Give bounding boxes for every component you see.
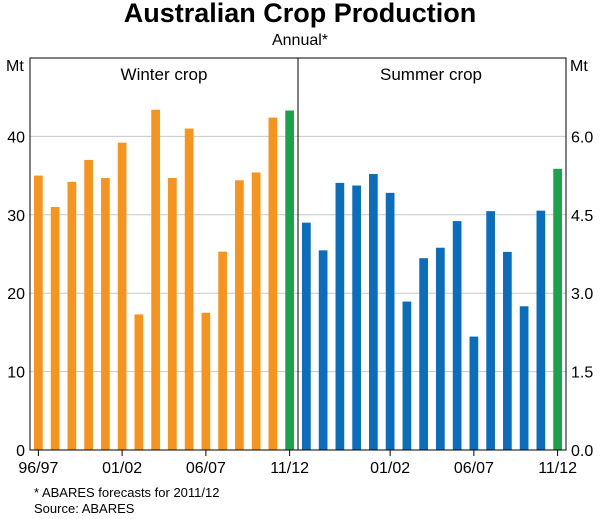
summer-bar-2007/08	[486, 211, 495, 450]
x-tick-label: 01/02	[102, 460, 142, 477]
right-tick-label: 3.0	[571, 286, 593, 303]
left-tick-label: 30	[7, 208, 25, 225]
x-tick-label: 06/07	[186, 460, 226, 477]
footnote-forecast: * ABARES forecasts for 2011/12	[34, 485, 220, 500]
summer-bar-1998/99	[335, 182, 345, 450]
left-tick-label: 10	[7, 365, 25, 382]
right-tick-label: 1.5	[571, 365, 593, 382]
winter-bar-1997/98	[50, 206, 60, 450]
winter-bar-2002/03	[134, 314, 144, 450]
summer-bar-2000/01	[369, 174, 378, 451]
x-tick-label: 11/12	[270, 460, 309, 477]
summer-bar-1996/97	[302, 222, 311, 450]
x-tick-label: 11/12	[538, 460, 577, 477]
right-axis-unit: Mt	[570, 58, 588, 75]
right-tick-label: 6.0	[571, 129, 593, 146]
winter-bar-1996/97	[34, 175, 43, 450]
x-tick-label: 06/07	[454, 460, 494, 477]
right-tick-label: 0.0	[571, 443, 593, 460]
winter-bar-2003/04	[151, 109, 160, 450]
summer-bar-2002/03	[402, 301, 412, 450]
summer-bar-2011/12	[553, 168, 562, 450]
winter-bar-1999/00	[84, 159, 93, 451]
left-tick-label: 20	[7, 286, 25, 303]
summer-bar-2010/11	[536, 210, 546, 450]
winter-bar-2010/11	[268, 117, 278, 451]
summer-bar-2006/07	[469, 336, 479, 450]
winter-bar-2005/06	[184, 128, 194, 450]
winter-bar-2004/05	[168, 177, 177, 450]
panel-label-winter: Winter crop	[121, 65, 208, 84]
tick-labels: 0 10 20 30 40 0.0 1.5 3.0 4.5 6.0 96/97 01/02 06/07 1…	[7, 129, 593, 477]
summer-bar-2009/10	[519, 306, 529, 450]
chart-subtitle: Annual*	[272, 32, 328, 49]
bars	[34, 109, 562, 451]
left-axis-unit: Mt	[6, 58, 24, 75]
left-tick-label: 0	[16, 443, 25, 460]
summer-bar-2005/06	[452, 221, 462, 450]
summer-bar-2008/09	[503, 251, 512, 450]
chart-title: Australian Crop Production	[124, 0, 477, 28]
summer-bar-2003/04	[419, 258, 428, 450]
winter-bar-2011/12	[285, 110, 294, 450]
winter-bar-2009/10	[251, 172, 261, 451]
x-tick-label: 01/02	[370, 460, 410, 477]
winter-bar-2000/01	[101, 177, 110, 450]
summer-bar-2004/05	[436, 247, 445, 450]
x-tick-label: 96/97	[18, 460, 58, 477]
right-tick-label: 4.5	[571, 208, 593, 225]
panel-label-summer: Summer crop	[380, 65, 482, 84]
left-tick-label: 40	[7, 129, 25, 146]
summer-bar-1997/98	[318, 250, 328, 450]
winter-bar-1998/99	[67, 181, 77, 450]
winter-bar-2008/09	[235, 180, 244, 450]
axes	[29, 57, 567, 456]
footnote-source: Source: ABARES	[34, 501, 135, 516]
summer-bar-2001/02	[385, 192, 395, 450]
summer-bar-1999/00	[352, 185, 361, 450]
winter-bar-2006/07	[201, 312, 211, 450]
winter-bar-2007/08	[218, 251, 227, 450]
winter-bar-2001/02	[117, 142, 127, 450]
